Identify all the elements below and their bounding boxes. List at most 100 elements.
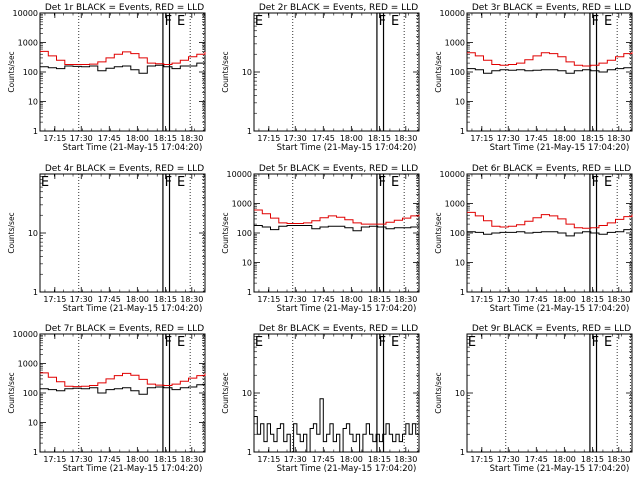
x-tick-label: 17:45	[312, 134, 335, 143]
y-tick-label: 1000	[445, 39, 465, 48]
flag-label-F: F	[379, 175, 386, 190]
x-tick-label: 17:30	[284, 134, 307, 143]
x-tick-label: 17:30	[497, 134, 520, 143]
series-events	[467, 227, 633, 237]
plot-frame	[253, 173, 420, 293]
y-tick-label: 10	[242, 389, 252, 398]
y-tick-label: 10	[28, 229, 38, 238]
y-tick-label: 100	[23, 68, 38, 77]
x-tick-label: 17:15	[43, 455, 66, 464]
y-tick-label: 10	[28, 419, 38, 428]
y-tick-label: 10	[455, 259, 465, 268]
x-tick-label: 17:45	[312, 295, 335, 304]
x-tick-label: 18:30	[607, 455, 630, 464]
panel-title: Det 2r BLACK = Events, RED = LLD	[259, 3, 418, 13]
y-tick-label: 1	[460, 288, 465, 297]
x-tick-label: 17:15	[257, 455, 280, 464]
panel-title: Det 1r BLACK = Events, RED = LLD	[45, 3, 204, 13]
y-tick-label: 1	[460, 127, 465, 136]
x-tick-label: 17:15	[470, 295, 493, 304]
y-axis-label: Counts/sec	[221, 372, 230, 413]
x-tick-label: 17:30	[70, 455, 93, 464]
flag-label-E: E	[604, 14, 612, 29]
y-tick-label: 10	[242, 259, 252, 268]
x-tick-label: 18:30	[180, 295, 203, 304]
series-events	[254, 398, 420, 453]
x-tick-label: 18:15	[368, 134, 391, 143]
x-axis-label: Start Time (21-May-15 17:04:20)	[63, 143, 203, 153]
y-axis-label: Counts/sec	[7, 51, 16, 92]
y-tick-label: 10000	[227, 170, 252, 179]
x-tick-label: 18:30	[394, 295, 417, 304]
y-tick-label: 10000	[13, 9, 38, 18]
x-axis-label: Start Time (21-May-15 17:04:20)	[63, 304, 203, 314]
x-tick-label: 18:00	[553, 295, 576, 304]
y-tick-label: 10	[455, 98, 465, 107]
y-axis-label: Counts/sec	[7, 212, 16, 253]
series-lld	[40, 50, 206, 65]
x-tick-label: 18:00	[553, 455, 576, 464]
x-tick-label: 17:45	[525, 134, 548, 143]
flag-label-F: F	[165, 175, 172, 190]
flag-label-F: F	[379, 14, 386, 29]
panel-title: Det 6r BLACK = Events, RED = LLD	[472, 164, 631, 174]
x-tick-label: 17:15	[43, 134, 66, 143]
x-tick-label: 18:30	[607, 134, 630, 143]
x-tick-label: 18:30	[180, 134, 203, 143]
flag-label-E: E	[255, 14, 263, 29]
y-tick-label: 1	[247, 448, 252, 457]
flag-label-F: F	[592, 14, 599, 29]
x-tick-label: 18:30	[180, 455, 203, 464]
flag-label-E: E	[604, 335, 612, 350]
y-tick-label: 1000	[445, 200, 465, 209]
panel-title: Det 4r BLACK = Events, RED = LLD	[45, 164, 204, 174]
y-tick-label: 10	[455, 389, 465, 398]
flag-label-E: E	[177, 335, 185, 350]
plot-frame	[466, 333, 633, 453]
y-tick-label: 10000	[440, 9, 465, 18]
y-tick-label: 1	[33, 288, 38, 297]
series-events	[40, 62, 206, 74]
x-tick-label: 18:30	[394, 134, 417, 143]
x-tick-label: 17:30	[70, 295, 93, 304]
flag-label-E: E	[391, 14, 399, 29]
x-tick-label: 17:30	[70, 134, 93, 143]
x-tick-label: 18:15	[154, 455, 177, 464]
y-tick-label: 10	[242, 68, 252, 77]
flag-label-F: F	[165, 14, 172, 29]
flag-label-E: E	[177, 175, 185, 190]
x-tick-label: 17:15	[43, 295, 66, 304]
x-tick-label: 17:45	[98, 455, 121, 464]
y-axis-label: Counts/sec	[434, 372, 443, 413]
x-tick-label: 17:45	[312, 455, 335, 464]
y-tick-label: 1	[247, 127, 252, 136]
y-tick-label: 10	[28, 98, 38, 107]
x-axis-label: Start Time (21-May-15 17:04:20)	[490, 143, 630, 153]
x-tick-label: 17:30	[497, 295, 520, 304]
x-tick-label: 17:45	[525, 295, 548, 304]
panel-title: Det 5r BLACK = Events, RED = LLD	[259, 164, 418, 174]
flag-label-E: E	[255, 335, 263, 350]
x-tick-label: 17:15	[257, 295, 280, 304]
y-axis-label: Counts/sec	[434, 51, 443, 92]
x-axis-label: Start Time (21-May-15 17:04:20)	[490, 304, 630, 314]
y-tick-label: 10000	[13, 330, 38, 339]
x-axis-label: Start Time (21-May-15 17:04:20)	[63, 464, 203, 474]
x-tick-label: 17:15	[470, 455, 493, 464]
x-tick-label: 17:45	[98, 134, 121, 143]
x-tick-label: 18:15	[154, 295, 177, 304]
y-tick-label: 1	[33, 448, 38, 457]
flag-label-E: E	[391, 335, 399, 350]
y-tick-label: 100	[450, 68, 465, 77]
x-tick-label: 18:15	[368, 455, 391, 464]
panel-title: Det 3r BLACK = Events, RED = LLD	[472, 3, 631, 13]
y-tick-label: 100	[23, 389, 38, 398]
x-tick-label: 17:15	[470, 134, 493, 143]
flag-label-E: E	[41, 175, 49, 190]
y-tick-label: 100	[237, 229, 252, 238]
